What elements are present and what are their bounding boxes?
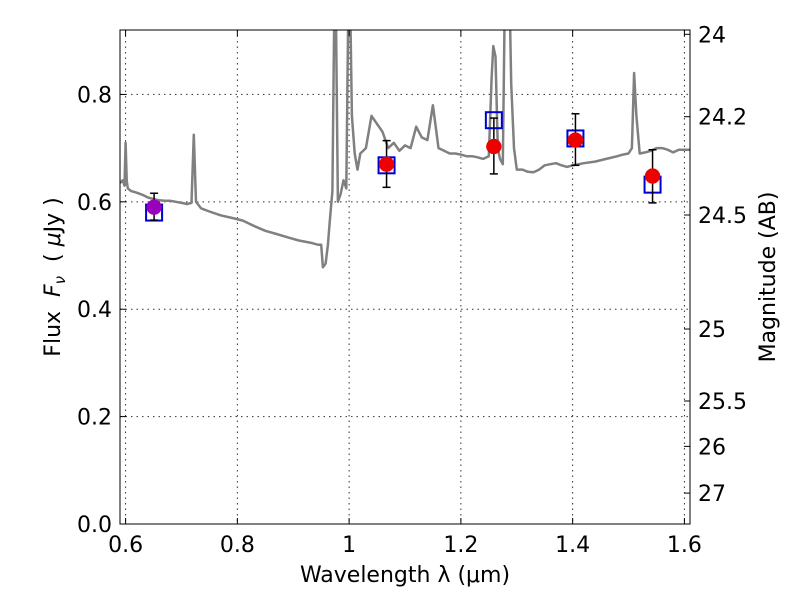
plot-frame (119, 29, 691, 525)
y2-tick-label: 26 (698, 435, 726, 460)
plot-background (120, 30, 690, 524)
y-tick-label: 0.2 (77, 406, 112, 431)
y-tick-label: 0.0 (77, 513, 112, 538)
y2-tick-label: 24 (698, 23, 726, 48)
x-axis-label: Wavelength λ (μm) (300, 563, 510, 588)
y-axis-label-open: ( (41, 246, 66, 276)
y-tick-label: 0.4 (77, 298, 112, 323)
x-tick-label: 1.6 (667, 533, 702, 558)
photometry-point (378, 156, 395, 172)
y2-tick-label: 25.5 (698, 390, 747, 415)
markers (145, 111, 662, 222)
ticks: 0.6 0.8 1 1.2 1.4 1.6 0.0 0.2 0.4 0.6 0.8 24 24.2 24.… (77, 23, 747, 558)
y2-tick-label: 24.2 (698, 106, 747, 131)
plot-area (120, 30, 690, 269)
y-axis-label: Flux Fν ( μJy ) (41, 197, 69, 356)
x-tick-label: 1.2 (443, 533, 478, 558)
photometry-point (146, 199, 162, 215)
y2-tick-label: 27 (698, 482, 726, 507)
y-axis-label-subscript: ν (51, 276, 69, 284)
y2-tick-label: 25 (698, 318, 726, 343)
y-tick-label: 0.8 (77, 83, 112, 108)
y-axis-label-word: Flux (41, 297, 66, 357)
y2-tick-label: 24.5 (698, 204, 747, 229)
photometry-point (486, 138, 502, 155)
y-axis-label-symbol: F (41, 284, 66, 297)
photometry-point (644, 168, 661, 184)
x-tick-label: 0.6 (108, 533, 143, 558)
photometry-point (567, 132, 584, 148)
y-tick-label: 0.6 (77, 191, 112, 216)
y-axis-label-unit: Jy ) (41, 197, 66, 234)
x-tick-label: 1.4 (555, 533, 590, 558)
spectrum-line (120, 30, 690, 269)
x-tick-label: 1 (342, 533, 356, 558)
y-axis-label-mu: μ (41, 232, 66, 247)
y2-axis-label: Magnitude (AB) (756, 192, 781, 363)
x-tick-label: 0.8 (220, 533, 255, 558)
